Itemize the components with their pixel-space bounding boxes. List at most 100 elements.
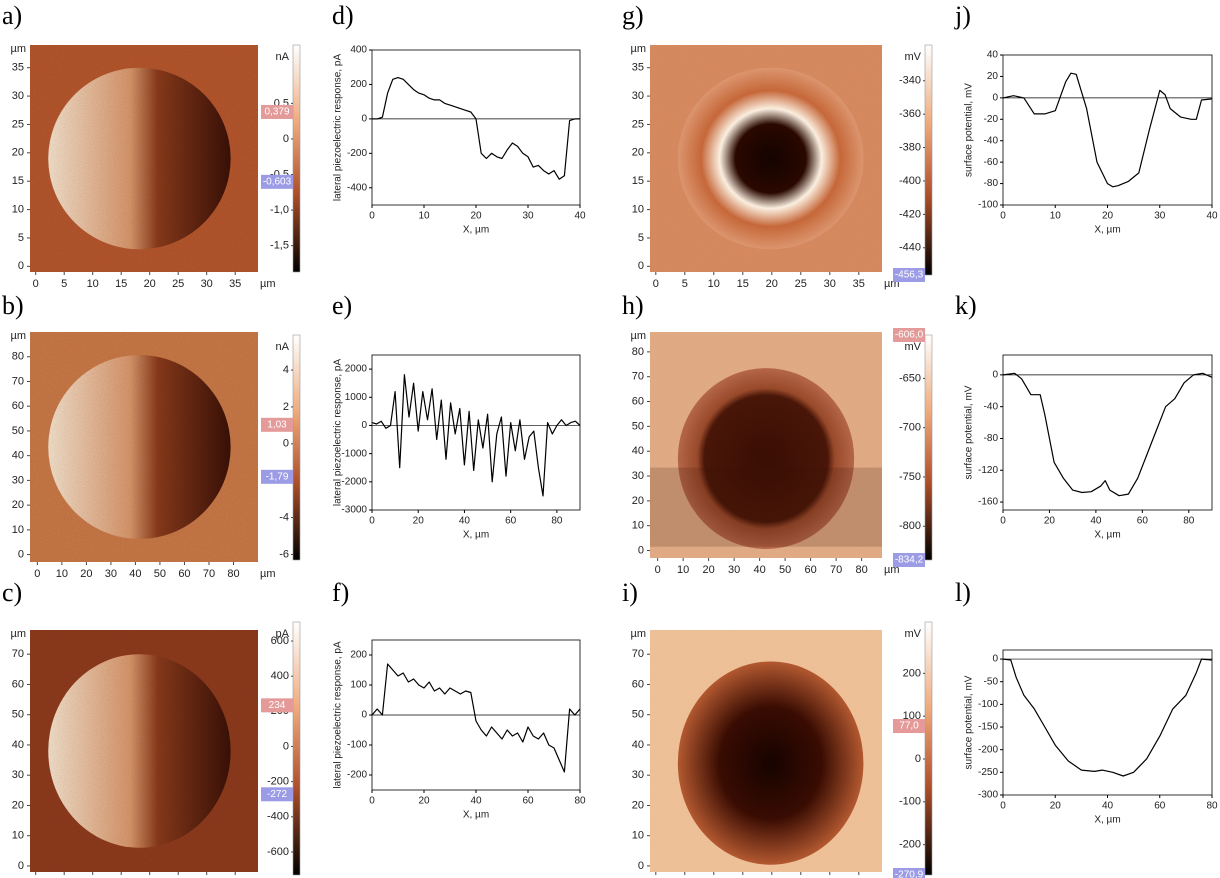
y-tick-label: 5 [18,232,24,244]
x-axis-label: X, µm [463,530,489,541]
colorbar-marker-label: 77,0 [899,721,919,732]
colorbar-marker-label: 1,03 [267,419,287,430]
x-tick-label: 0 [369,211,375,222]
colorbar-tick-label: -340 [899,75,921,87]
x-tick-label: 80 [1206,801,1218,812]
colorbar-unit: mV [905,628,922,640]
panel-label: i) [622,578,638,607]
x-tick-label: 20 [413,516,425,527]
colorbar-marker-label: -606,0 [895,330,924,341]
colorbar-tick-label: -400 [267,811,289,823]
x-tick-label: 0 [34,568,40,580]
map-image [650,45,882,272]
colorbar [924,44,933,276]
axis-unit: µm [630,628,646,640]
y-tick-label: 25 [632,118,644,130]
panel-label: k) [955,291,977,320]
y-tick-label: 35 [632,62,644,74]
colorbar [292,621,301,876]
y-tick-label: 50 [12,425,24,437]
map-content [30,630,258,872]
y-axis-label: surface potential, mV [964,83,975,177]
colorbar-tick-label: -800 [899,520,921,532]
y-tick-label: 100 [350,680,367,691]
x-tick-label: 40 [1102,801,1114,812]
x-tick-label: 80 [574,796,586,807]
colorbar-tick-label: -1,5 [270,240,289,252]
colorbar-unit: mV [905,341,922,353]
x-tick-label: 20 [766,278,778,290]
panel-label: d) [332,1,354,30]
colorbar-marker-label: -270,9 [895,870,924,878]
colorbar-marker [893,868,925,878]
x-tick-label: 60 [178,568,190,580]
colorbar-tick-label: -4 [279,511,289,523]
y-tick-label: 60 [12,400,24,412]
y-tick-label: 20 [632,147,644,159]
colorbar-unit: nA [276,341,290,353]
x-tick-label: 40 [754,564,766,576]
colorbar-tick-label: 400 [271,670,289,682]
colorbar-tick-label: -650 [899,372,921,384]
colorbar-tick-label: 600 [271,635,289,647]
colorbar-tick-label: -100 [899,796,921,808]
x-tick-label: 40 [459,516,471,527]
x-tick-label: 20 [418,796,430,807]
colorbar-unit: pA [276,628,290,640]
y-tick-label: 20 [12,499,24,511]
y-tick-label: 30 [12,474,24,486]
x-tick-label: 20 [1044,516,1056,527]
plot-frame [371,354,581,511]
axis-unit: µm [10,628,26,640]
x-tick-label: 80 [551,516,563,527]
y-tick-label: 0 [361,420,367,431]
x-tick-label: 15 [115,278,127,290]
colorbar-unit: mV [905,51,922,63]
y-tick-label: 70 [12,375,24,387]
x-tick-label: 10 [708,278,720,290]
x-tick-label: 0 [369,796,375,807]
texture [30,45,258,272]
map-image [30,45,258,272]
colorbar-tick-label: -440 [899,242,921,254]
y-tick-label: 80 [632,346,644,358]
map-content [650,332,882,558]
map-content [650,45,882,272]
y-tick-label: 70 [632,648,644,660]
data-line [371,374,581,497]
x-tick-label: 10 [418,211,430,222]
x-tick-label: 0 [1000,801,1006,812]
y-tick-label: 0 [361,114,367,125]
colorbar [292,44,301,273]
panel-label: h) [622,291,644,320]
x-tick-label: 30 [1154,211,1166,222]
y-tick-label: 0 [992,92,998,103]
colorbar-tick-label: -420 [899,208,921,220]
y-tick-label: 40 [987,50,999,61]
x-tick-label: 80 [227,568,239,580]
colorbar-marker [893,719,925,734]
y-tick-label: 5 [638,232,644,244]
plot-frame [1002,649,1213,796]
data-line [1002,372,1213,497]
colorbar-marker-label: 0,379 [264,107,289,118]
panel-label: f) [332,578,349,607]
colorbar-marker-label: -0,603 [263,176,292,187]
y-axis-label: surface potential, mV [964,675,975,769]
x-tick-label: 20 [80,568,92,580]
map-content [30,45,258,272]
colorbar-marker [261,417,293,432]
y-tick-label: 50 [632,420,644,432]
colorbar-tick-label: -6 [279,548,289,560]
colorbar-tick-label: -360 [899,108,921,120]
x-tick-label: 20 [1102,211,1114,222]
x-tick-label: 10 [87,278,99,290]
y-tick-label: 20 [987,71,999,82]
colorbar-marker [893,268,925,282]
y-tick-label: 20 [12,147,24,159]
y-tick-label: 10 [12,524,24,536]
colorbar-marker-label: -1,79 [266,471,289,482]
x-tick-label: 40 [1206,211,1218,222]
colorbar-tick-label: -700 [899,422,921,434]
